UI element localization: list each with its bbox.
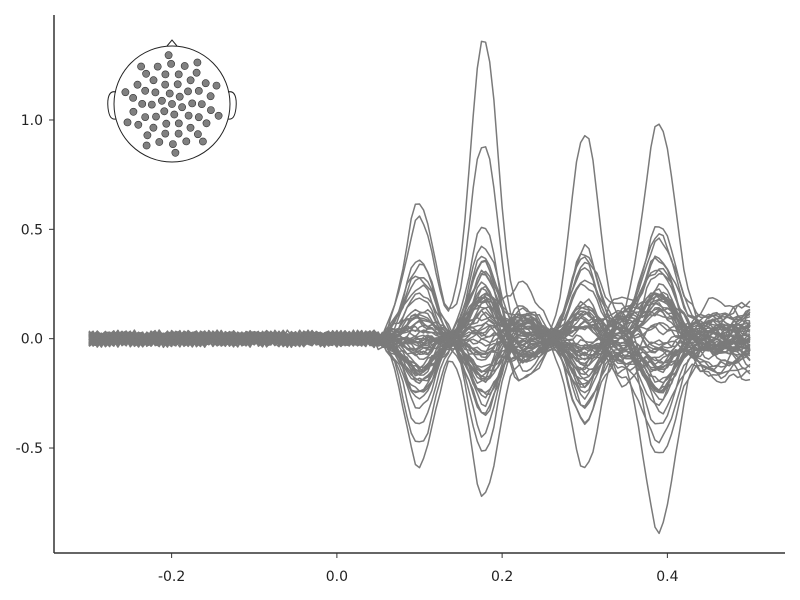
sensor-dot	[160, 107, 169, 116]
x-tick-label: 0.0	[326, 569, 348, 585]
sensor-dot	[173, 80, 182, 89]
sensor-dot	[186, 123, 195, 132]
x-tick-label: 0.2	[491, 569, 513, 585]
channel-trace	[88, 327, 751, 388]
sensor-dot	[206, 92, 215, 101]
sensor-dot	[202, 119, 211, 128]
right-ear-outline	[227, 91, 237, 120]
sensor-dot	[165, 89, 174, 98]
sensor-dot	[184, 87, 192, 96]
sensor-dot	[171, 148, 180, 157]
sensor-dot	[164, 51, 173, 60]
sensor-dot	[170, 110, 179, 119]
sensor-dot	[161, 70, 170, 79]
y-tick-label: 0.0	[21, 332, 43, 348]
sensor-dot	[178, 103, 186, 112]
sensor-dot	[152, 112, 160, 121]
y-tick-label: -0.5	[16, 441, 43, 457]
sensor-dot	[129, 107, 138, 116]
sensor-dot	[168, 140, 177, 148]
sensor-dot	[133, 80, 142, 89]
sensor-dot	[147, 100, 156, 109]
sensor-dot	[153, 62, 162, 71]
sensor-dot	[143, 131, 152, 140]
sensor-dot	[206, 106, 215, 114]
sensor-dot	[149, 123, 158, 132]
sensor-dot	[141, 86, 150, 95]
sensor-dot	[129, 94, 137, 102]
sensor-dot	[161, 80, 170, 89]
sensor-dot	[142, 141, 151, 150]
sensor-dot	[151, 88, 160, 97]
sensor-dot	[212, 81, 221, 90]
sensor-dot	[188, 99, 197, 108]
x-tick-label: -0.2	[158, 569, 185, 585]
sensor-dot	[137, 62, 145, 71]
nose-outline	[166, 39, 178, 47]
channel-trace	[88, 270, 751, 368]
sensor-dot	[141, 113, 150, 121]
sensor-dot	[134, 120, 143, 129]
sensor-dot	[182, 137, 191, 146]
sensor-dot	[142, 69, 150, 78]
sensor-dot	[121, 88, 130, 97]
y-tick-label: 0.5	[21, 222, 43, 238]
y-ticks: -0.5 0.0 0.5 1.0	[16, 113, 54, 457]
sensor-dot	[168, 100, 176, 108]
sensor-dot	[174, 70, 183, 79]
head-outline	[113, 45, 231, 163]
sensor-dot	[161, 129, 170, 138]
channel-trace	[88, 273, 751, 382]
sensor-dot	[162, 119, 171, 128]
sensor-dot	[193, 58, 202, 67]
sensor-dot	[194, 113, 203, 122]
x-ticks: -0.2 0.0 0.2 0.4	[158, 553, 679, 585]
sensor-dot	[197, 100, 206, 108]
sensor-layout-inset	[107, 39, 237, 163]
sensor-dot	[184, 111, 193, 120]
sensor-dot	[138, 100, 147, 108]
sensor-dot	[192, 68, 201, 77]
sensor-dot	[149, 76, 158, 85]
axes: -0.2 0.0 0.2 0.4 -0.5 0.0 0.5 1.0	[16, 15, 785, 585]
sensor-dot	[155, 138, 164, 146]
sensor-dot	[193, 130, 202, 139]
sensor-dot	[180, 62, 189, 70]
left-ear-outline	[107, 91, 117, 120]
sensor-dots	[121, 51, 223, 157]
channel-traces	[88, 40, 751, 535]
sensor-dot	[174, 129, 183, 138]
sensor-dot	[174, 119, 183, 128]
sensor-dot	[123, 118, 132, 127]
channel-trace	[88, 263, 751, 384]
y-tick-label: 1.0	[21, 113, 43, 129]
sensor-dot	[157, 96, 166, 105]
x-tick-label: 0.4	[656, 569, 678, 585]
sensor-dot	[175, 92, 184, 101]
sensor-dot	[186, 76, 195, 85]
sensor-dot	[194, 87, 203, 95]
sensor-dot	[198, 137, 207, 146]
sensor-dot	[214, 111, 223, 120]
sensor-dot	[167, 60, 175, 68]
sensor-dot	[201, 79, 210, 88]
